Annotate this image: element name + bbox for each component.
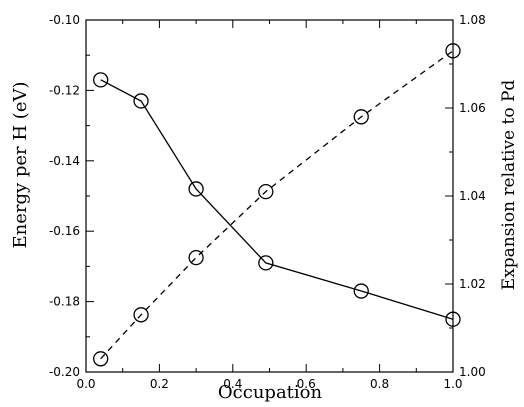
x-axis: 0.0 0.2 0.4 0.6 0.8 1.0 — [76, 20, 463, 391]
expansion-data-point — [353, 109, 369, 125]
x-tick-label: 0.6 — [297, 377, 316, 391]
expansion-data-point — [258, 183, 274, 200]
left-y-tick-label: -0.18 — [49, 295, 80, 309]
energy-data-point — [353, 283, 369, 299]
x-tick-label: 0.8 — [370, 377, 389, 391]
right-y-tick-label: 1.00 — [459, 365, 486, 379]
left-y-tick-label: -0.16 — [49, 224, 80, 238]
expansion-data-point — [188, 249, 204, 266]
left-y-tick-label: -0.20 — [49, 365, 80, 379]
energy-data-point — [133, 93, 149, 109]
plot-frame — [85, 19, 454, 373]
x-tick-label: 0.2 — [150, 377, 169, 391]
right-y-axis: 1.00 1.02 1.04 1.06 1.08 — [445, 13, 486, 379]
left-y-tick-label: -0.10 — [49, 13, 80, 27]
energy-data-point — [258, 255, 274, 271]
right-y-tick-label: 1.08 — [459, 13, 486, 27]
energy-data-point — [93, 72, 109, 88]
right-y-tick-label: 1.02 — [459, 277, 486, 291]
expansion-data-point — [445, 43, 461, 59]
expansion-data-point — [93, 351, 109, 367]
right-y-tick-label: 1.04 — [459, 189, 486, 203]
energy-data-point — [445, 311, 461, 327]
x-tick-label: 1.0 — [443, 377, 462, 391]
x-tick-label: 0.0 — [76, 377, 95, 391]
series-layer — [93, 43, 461, 367]
left-y-axis-title: Energy per H (eV) — [10, 81, 31, 248]
plot-area — [85, 19, 454, 373]
energy-series-line — [100, 79, 454, 320]
right-y-tick-label: 1.06 — [459, 101, 486, 115]
expansion-data-point — [133, 307, 149, 323]
left-y-tick-label: -0.12 — [49, 83, 80, 97]
x-axis-title: Occupation — [218, 382, 323, 403]
left-y-axis: -0.20 -0.18 -0.16 -0.14 -0.12 -0.10 — [49, 13, 94, 379]
x-tick-label: 0.4 — [223, 377, 242, 391]
left-y-tick-label: -0.14 — [49, 154, 80, 168]
right-y-axis-title: Expansion relative to Pd — [499, 80, 519, 291]
expansion-series-line — [100, 50, 454, 360]
energy-data-point — [188, 181, 204, 197]
